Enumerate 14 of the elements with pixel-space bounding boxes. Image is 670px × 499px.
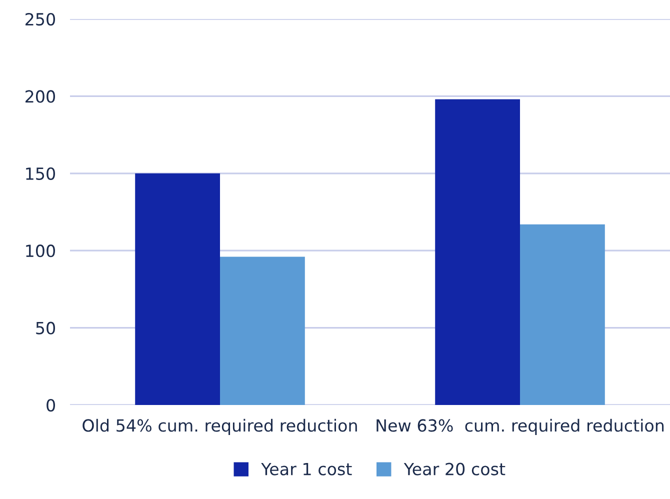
bar	[220, 256, 305, 405]
y-tick-label: 0	[46, 398, 56, 412]
y-tick-label: 100	[26, 244, 56, 258]
y-tick-label: 250	[26, 12, 56, 26]
legend-label: Year 1 cost	[261, 462, 352, 476]
y-tick-label: 150	[26, 167, 56, 180]
x-tick-label: New 63% cum. required reduction	[376, 418, 664, 436]
legend-label: Year 20 cost	[404, 462, 506, 476]
bar	[520, 224, 605, 405]
bar	[135, 173, 220, 405]
y-tick-label: 50	[36, 322, 56, 334]
x-tick-label: Old 54% cum. required reduction	[82, 418, 357, 436]
y-tick-label: 200	[26, 90, 56, 103]
bar	[435, 99, 520, 405]
